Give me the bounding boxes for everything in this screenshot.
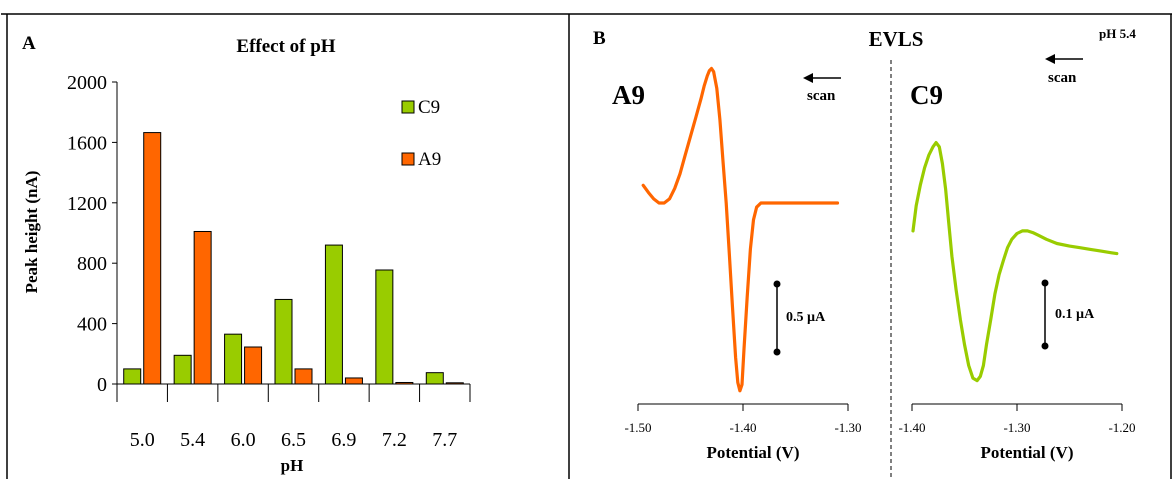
- legend: C9 A9: [401, 97, 441, 170]
- scale-bar-label-a9: 0.5 µA: [786, 310, 826, 325]
- bar-a9-6.9: [344, 377, 363, 385]
- panel-b-letter: B: [593, 28, 606, 49]
- bar-c9-6.5: [274, 298, 293, 385]
- subchart-c9-label: C9: [910, 80, 943, 110]
- x-tick-label: 5.0: [130, 429, 155, 451]
- scale-bar-end-bottom: [773, 348, 781, 356]
- scale-bar-end-bottom: [1041, 342, 1049, 350]
- x-tick-label: -1.40: [898, 420, 925, 435]
- panel-a-title: Effect of pH: [236, 36, 335, 57]
- subchart-a9-label: A9: [612, 80, 645, 110]
- x-axis-label: pH: [281, 456, 304, 475]
- y-tick-label: 800: [77, 253, 107, 275]
- scan-arrow-a9: scan: [803, 73, 841, 104]
- scan-label-c9: scan: [1048, 70, 1077, 86]
- panel-b-title: EVLS: [869, 27, 924, 51]
- scale-bar-c9: 0.1 µA: [1041, 279, 1095, 350]
- x-tick-label: 6.5: [281, 429, 306, 451]
- x-axis-label-c9: Potential (V): [980, 443, 1073, 462]
- x-tick-label: 5.4: [180, 429, 205, 451]
- x-tick-label: 7.7: [432, 429, 457, 451]
- scan-label-a9: scan: [807, 88, 836, 104]
- y-tick-label: 1600: [67, 132, 107, 154]
- bar-a9-5.0: [143, 132, 162, 385]
- x-axis: 5.0 5.4 6.0 6.5 6.9 7.2 7.7: [116, 383, 471, 451]
- subchart-a9: A9 scan 0.5 µA -1.50 -1.40 -1.30 Potential…: [612, 66, 862, 462]
- y-tick-label: 2000: [67, 72, 107, 94]
- bar-a9-5.4: [193, 230, 212, 385]
- subchart-c9: C9 scan 0.1 µA -1.40 -1.30 -1.20 Potential…: [898, 54, 1136, 462]
- legend-label-c9: C9: [418, 97, 440, 118]
- legend-label-a9: A9: [418, 149, 441, 170]
- scale-bar-end-top: [773, 280, 781, 288]
- bar-c9-7.7: [425, 372, 444, 385]
- x-tick-label: -1.30: [834, 420, 861, 435]
- x-axis-label-a9: Potential (V): [706, 443, 799, 462]
- bar-c9-6.0: [224, 333, 243, 385]
- y-tick-label: 1200: [67, 193, 107, 215]
- scale-bar-end-top: [1041, 279, 1049, 287]
- legend-swatch-a9: [401, 152, 415, 166]
- bar-c9-6.9: [324, 244, 343, 385]
- x-tick-label: -1.40: [729, 420, 756, 435]
- x-tick-label: -1.30: [1003, 420, 1030, 435]
- panel-b: B EVLS pH 5.4 A9 scan 0.5 µA -1.50 -1.40-…: [593, 26, 1136, 479]
- bar-a9-6.5: [294, 368, 313, 385]
- panel-a: A Effect of pH Peak height (nA) pH 0 400 8…: [22, 33, 471, 475]
- figure-frame: [1, 13, 1172, 479]
- legend-item-c9: C9: [401, 97, 440, 118]
- scan-arrow-c9: scan: [1045, 54, 1083, 86]
- x-axis-c9: -1.40 -1.30 -1.20: [898, 403, 1136, 435]
- y-axis-label: Peak height (nA): [22, 171, 41, 294]
- bar-plot-area: [123, 132, 464, 385]
- y-axis: 0 400 800 1200 1600 2000: [67, 72, 118, 396]
- scan-arrow-head: [803, 73, 813, 83]
- voltammogram-c9: [911, 141, 1119, 383]
- bar-c9-5.4: [173, 354, 192, 385]
- scale-bar-a9: 0.5 µA: [773, 280, 826, 356]
- x-tick-label: 6.9: [331, 429, 356, 451]
- bar-c9-5.0: [123, 368, 142, 385]
- x-tick-label: -1.50: [624, 420, 651, 435]
- x-tick-label: 7.2: [382, 429, 407, 451]
- voltammogram-a9: [641, 66, 840, 393]
- legend-item-a9: A9: [401, 149, 441, 170]
- y-tick-label: 400: [77, 314, 107, 336]
- scan-arrow-head: [1045, 54, 1055, 64]
- x-tick-label: -1.20: [1108, 420, 1135, 435]
- panel-a-letter: A: [22, 33, 36, 54]
- bar-a9-6.0: [244, 346, 263, 385]
- x-tick-label: 6.0: [231, 429, 256, 451]
- legend-swatch-c9: [401, 100, 415, 114]
- panel-b-condition: pH 5.4: [1099, 26, 1136, 41]
- x-axis-a9: -1.50 -1.40 -1.30: [624, 403, 862, 435]
- scale-bar-label-c9: 0.1 µA: [1055, 307, 1095, 322]
- bar-c9-7.2: [375, 269, 394, 385]
- y-tick-label: 0: [97, 374, 107, 396]
